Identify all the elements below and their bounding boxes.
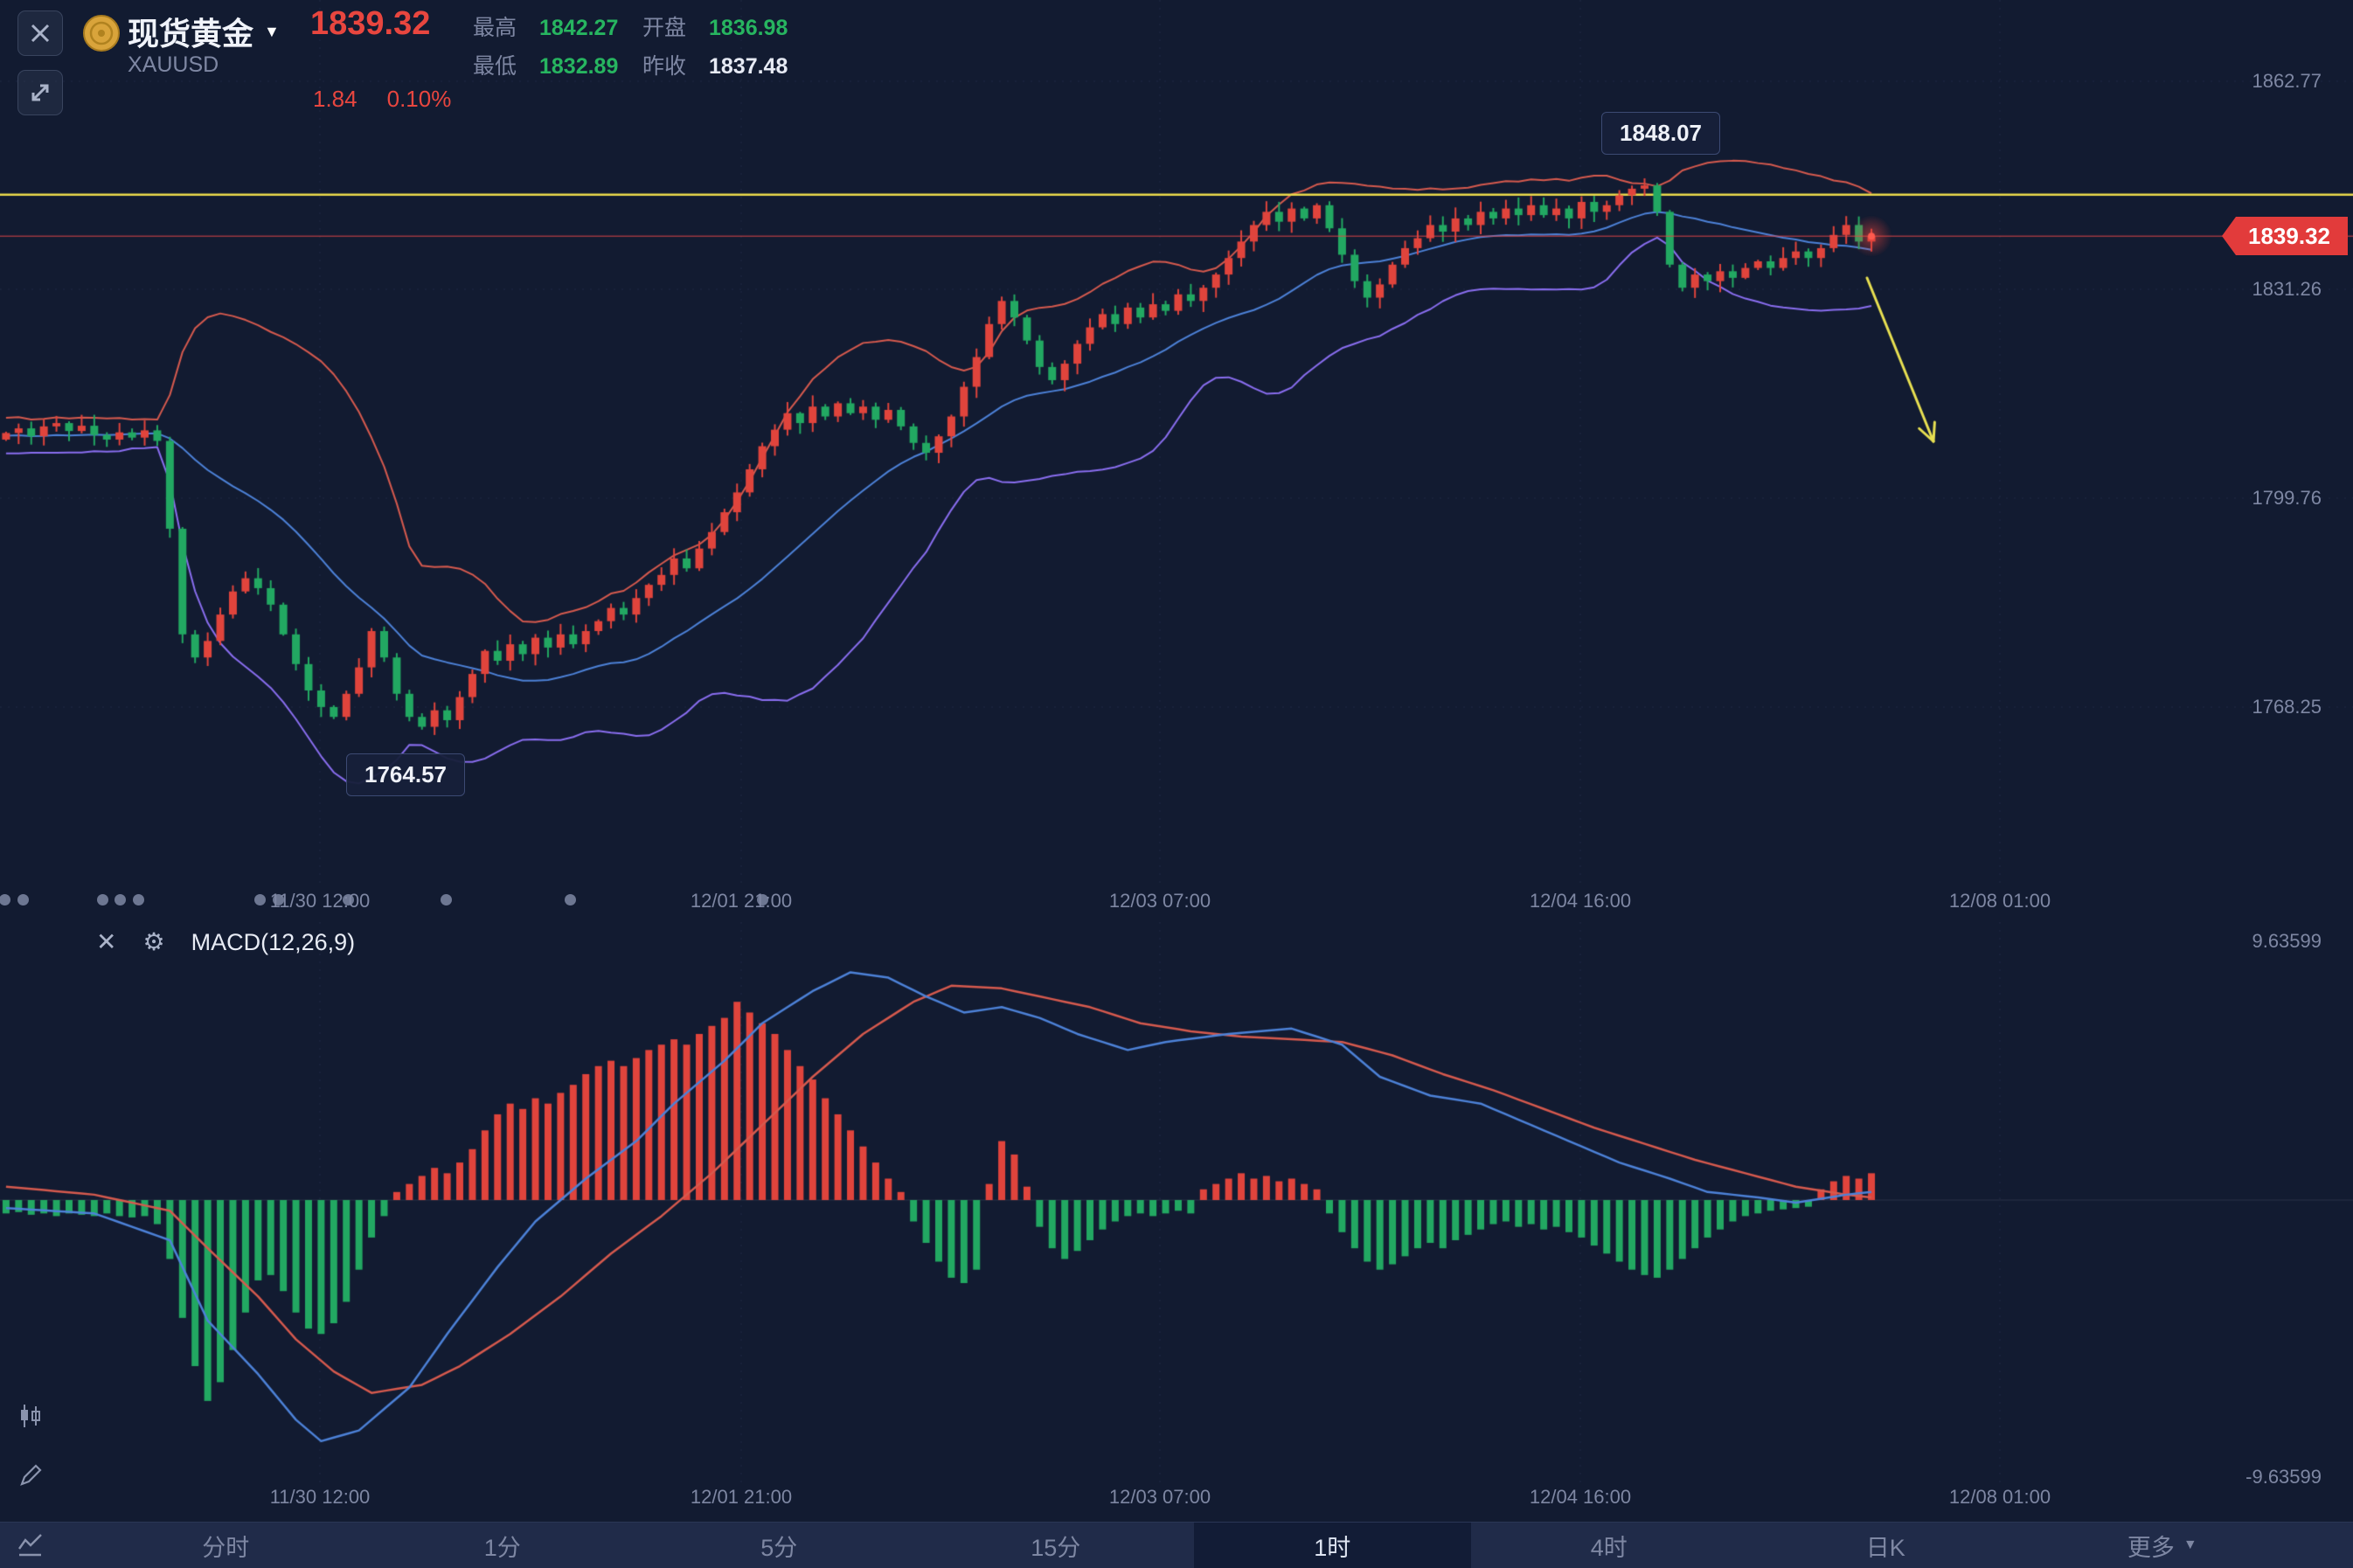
stat-low-value: 1832.89 [539,54,619,79]
indicator-button[interactable] [10,1525,51,1565]
candlestick-chart-icon [21,1405,40,1427]
axis-event-dot[interactable] [273,894,284,905]
axis-event-dot[interactable] [133,894,144,905]
tab-label: 分时 [202,1534,250,1561]
macd-header: ✕ ⚙ MACD(12,26,9) [96,925,355,960]
stat-prev-close-label: 昨收 [642,54,687,79]
symbol-name: 现货黄金 [128,16,254,52]
tab-label: 15分 [1031,1534,1081,1561]
stat-low-label: 最低 [473,54,517,79]
close-icon [31,24,50,43]
caret-down-icon: ▼ [264,22,280,40]
axis-event-dot[interactable] [441,894,452,905]
tab-label: 1分 [483,1534,521,1561]
macd-max-label: 9.63599 [2252,930,2322,952]
x-axis-label: 12/04 16:00 [1529,1486,1632,1508]
stat-open: 开盘 1836.98 [642,10,788,42]
macd-close-button[interactable]: ✕ [96,930,116,954]
chart-type-button[interactable] [10,1396,51,1436]
x-axis-label: 12/03 07:00 [1108,890,1211,912]
stat-high-label: 最高 [473,16,517,40]
y-axis-label: 1862.77 [2252,70,2322,92]
macd-title: MACD(12,26,9) [191,928,356,955]
main-chart-canvas[interactable] [0,0,2353,883]
fullscreen-toggle-icon [31,84,49,101]
x-axis-label: 11/30 12:00 [269,890,371,912]
pencil-icon [20,1464,42,1486]
close-icon: ✕ [96,928,117,955]
tab-more[interactable]: 更多 ▼ [2024,1523,2301,1568]
chart-close-button[interactable] [17,10,63,56]
axis-event-dot[interactable] [97,894,108,905]
stat-open-label: 开盘 [642,16,687,40]
y-axis-label: 1799.76 [2252,487,2322,509]
x-axis-label: 12/08 01:00 [1948,1486,2051,1508]
high-annotation: 1848.07 [1601,112,1720,155]
timeframe-toolbar: 分时 1分 5分 15分 1时 4时 日K 更多 ▼ [0,1522,2353,1568]
tab-label: 更多 [2127,1534,2175,1561]
caret-down-icon: ▼ [2183,1537,2197,1552]
stat-high-value: 1842.27 [539,16,619,40]
y-axis-label: 1831.26 [2252,278,2322,300]
y-axis-label: 1768.25 [2252,696,2322,718]
x-axis-label: 12/03 07:00 [1108,1486,1211,1508]
coin-icon [83,15,120,52]
low-annotation: 1764.57 [346,753,465,796]
draw-tool-button[interactable] [10,1455,51,1495]
x-axis-label: 12/01 21:00 [690,1486,793,1508]
tab-timeframe-fenshi[interactable]: 分时 [87,1523,364,1568]
axis-event-dot[interactable] [565,894,576,905]
x-axis-label: 12/04 16:00 [1529,890,1632,912]
stat-prev-close-value: 1837.48 [709,54,788,79]
symbol-code: XAUUSD [128,52,219,77]
indicator-wave-icon [18,1534,42,1557]
tab-label: 4时 [1590,1534,1628,1561]
tab-timeframe-5min[interactable]: 5分 [641,1523,918,1568]
x-axis-label: 12/01 21:00 [690,890,793,912]
tab-label: 1时 [1314,1534,1351,1561]
price-change-row: 1.84 0.10% [313,86,451,113]
current-price-tag: 1839.32 [2222,217,2348,255]
fullscreen-toggle-button[interactable] [17,70,63,115]
axis-event-dot[interactable] [343,894,354,905]
tab-label: 日K [1865,1534,1905,1561]
macd-min-label: -9.63599 [2245,1466,2322,1488]
stat-prev-close: 昨收 1837.48 [642,49,788,80]
stat-low: 最低 1832.89 [473,49,618,80]
tab-timeframe-1min[interactable]: 1分 [364,1523,642,1568]
axis-event-dot[interactable] [254,894,266,905]
tab-timeframe-1hour[interactable]: 1时 [1194,1523,1471,1568]
x-axis-label: 11/30 12:00 [269,1486,371,1508]
axis-event-dot[interactable] [0,894,10,905]
symbol-selector[interactable]: 现货黄金 ▼ [128,9,280,54]
price-change-pct: 0.10% [386,86,452,112]
last-price: 1839.32 [310,5,431,42]
macd-settings-button[interactable]: ⚙ [142,930,164,954]
axis-event-dot[interactable] [757,894,768,905]
tab-timeframe-4hour[interactable]: 4时 [1471,1523,1748,1568]
tab-timeframe-15min[interactable]: 15分 [918,1523,1195,1568]
price-change: 1.84 [313,86,357,112]
axis-event-dot[interactable] [17,894,29,905]
stat-high: 最高 1842.27 [473,10,618,42]
stat-open-value: 1836.98 [709,16,788,40]
tab-label: 5分 [760,1534,798,1561]
axis-event-dot[interactable] [115,894,126,905]
gear-icon: ⚙ [142,928,165,955]
tab-timeframe-daily[interactable]: 日K [1747,1523,2024,1568]
macd-chart-canvas[interactable] [0,922,2353,1486]
x-axis-label: 12/08 01:00 [1948,890,2051,912]
